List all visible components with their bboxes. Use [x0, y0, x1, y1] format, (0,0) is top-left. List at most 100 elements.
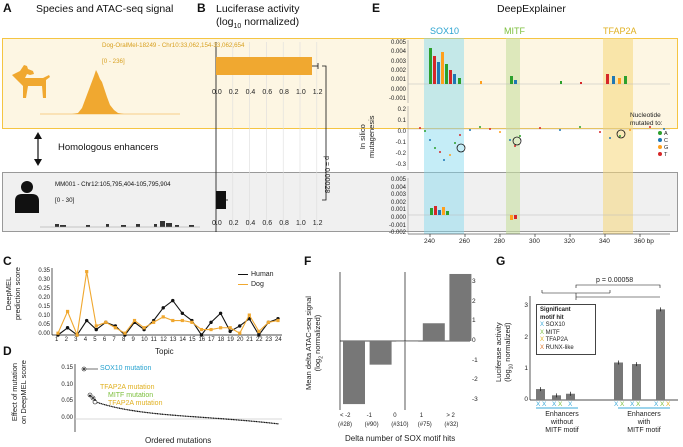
b-tick-label: 1.2	[312, 89, 323, 96]
g-legend-item: X SOX10	[540, 322, 592, 330]
g-group-without-mitf: Enhancers without MITF motif	[545, 411, 579, 434]
g-motif-mark: X	[568, 401, 573, 408]
e-bot-axis	[407, 178, 670, 235]
g-motif-mark: X	[536, 401, 541, 408]
d-point	[257, 421, 259, 423]
motif-label-mitf: MITF	[504, 26, 525, 36]
d-point	[163, 413, 165, 416]
d-point	[102, 403, 104, 405]
c-point-dog	[85, 270, 89, 274]
g-legend-mark: X	[540, 337, 546, 343]
f-xtick-count: (#32)	[444, 422, 459, 428]
legend-human: Human	[238, 270, 274, 280]
c-point-human	[180, 311, 185, 315]
g-pvalue: p = 0.00058	[596, 277, 634, 284]
b-tick-label: 0.8	[279, 89, 289, 96]
d-point	[268, 422, 271, 424]
c-point-dog	[219, 326, 223, 330]
c-xtick: 17	[208, 337, 215, 343]
c-xtick: 7	[112, 337, 116, 343]
dog-atac-peak	[72, 70, 124, 114]
g-legend-item: X MITF	[540, 330, 592, 338]
d-point	[217, 417, 220, 420]
d-point	[263, 421, 266, 424]
f-ytick: -2	[472, 376, 478, 384]
f-ytick: 3	[472, 277, 476, 285]
g-ytick: 2	[524, 333, 528, 341]
d-point	[140, 411, 142, 413]
d-point	[212, 417, 215, 419]
legend-nucleotide-label: G	[664, 145, 669, 151]
dog-icon	[12, 65, 50, 98]
g-ytick: 0	[524, 396, 528, 403]
f-xtick-count: (#28)	[338, 422, 353, 428]
c-point-dog	[161, 315, 165, 319]
panel-label-b: B	[197, 1, 206, 15]
c-xtick: 12	[160, 337, 167, 343]
e-bot-ytick: 0.005	[390, 177, 406, 183]
f-xtick-count: (#90)	[364, 422, 379, 428]
d-point	[209, 417, 211, 419]
d-point	[222, 418, 225, 420]
c-point-human	[209, 320, 213, 325]
e-bot-ytick: 0.000	[390, 215, 406, 221]
d-point	[113, 406, 116, 408]
d-point	[197, 416, 200, 418]
d-point	[130, 409, 132, 412]
f-xtick-count: (#75)	[417, 422, 432, 428]
c-point-dog	[123, 331, 127, 335]
dog-range-label: [0 - 236]	[102, 58, 125, 65]
c-point-dog	[180, 318, 184, 323]
d-point	[193, 416, 195, 418]
d-axes	[74, 364, 282, 432]
g-motif-mark: X	[620, 401, 625, 408]
g-motif-mark: X	[542, 401, 547, 408]
e-mid-ytick: 0.2	[397, 107, 406, 113]
e-top-ytick: -0.001	[388, 95, 406, 102]
d-point	[150, 412, 152, 414]
d-point	[117, 407, 119, 409]
panel-b-title-line2: (log10 normalized)	[216, 16, 300, 31]
d-point	[229, 418, 231, 421]
c-xlabel: Topic	[155, 347, 174, 356]
d-point	[98, 402, 101, 404]
c-xtick: 21	[246, 337, 253, 343]
panel-a-title: Species and ATAC-seq signal	[36, 3, 174, 15]
d-point	[136, 410, 139, 413]
d-point	[160, 413, 162, 415]
homologous-enhancers-label: Homologous enhancers	[58, 142, 159, 153]
f-bar	[343, 341, 365, 405]
d-point	[249, 420, 251, 422]
e-bot-ytick: -0.001	[388, 222, 406, 229]
d-point	[173, 414, 175, 416]
d-point	[179, 415, 182, 417]
g-legend: Significant motif hit X SOX10 X MITF X TFA…	[536, 304, 596, 355]
g-legend-mark: X	[540, 322, 546, 328]
g-group-with-mitf: Enhancers with MITF motif	[627, 411, 661, 434]
c-line-dog	[57, 271, 279, 338]
d-point	[171, 414, 173, 416]
e-top-ytick: 0.004	[390, 49, 406, 56]
d-point	[247, 420, 249, 422]
d-point	[83, 368, 85, 370]
d-ytick: 0.05	[61, 398, 73, 405]
c-xtick: 10	[141, 337, 148, 343]
legend-dog: Dog	[238, 280, 274, 290]
legend-nucleotide-g: G	[658, 145, 668, 152]
c-ytick: 0.25	[38, 285, 50, 292]
panel-b-title-line1: Luciferase activity	[216, 3, 300, 15]
c-xtick: 23	[265, 337, 273, 343]
c-xtick: 8	[121, 337, 126, 343]
c-point-dog	[199, 327, 204, 332]
c-ytick: 0.00	[38, 331, 50, 337]
g-legend-label: RUNX-like	[545, 344, 574, 351]
d-point	[244, 419, 246, 422]
d-point	[230, 418, 233, 421]
d-ytick: 0.00	[61, 415, 73, 421]
d-point	[196, 416, 198, 418]
e-bot-ytick: 0.001	[390, 207, 406, 214]
d-point	[237, 419, 239, 421]
b-axis-ticks-top: 0.0 0.2 0.4 0.6 0.8 1.0 1.2	[210, 89, 330, 99]
e-mid-ytick: 0.1	[397, 118, 406, 124]
